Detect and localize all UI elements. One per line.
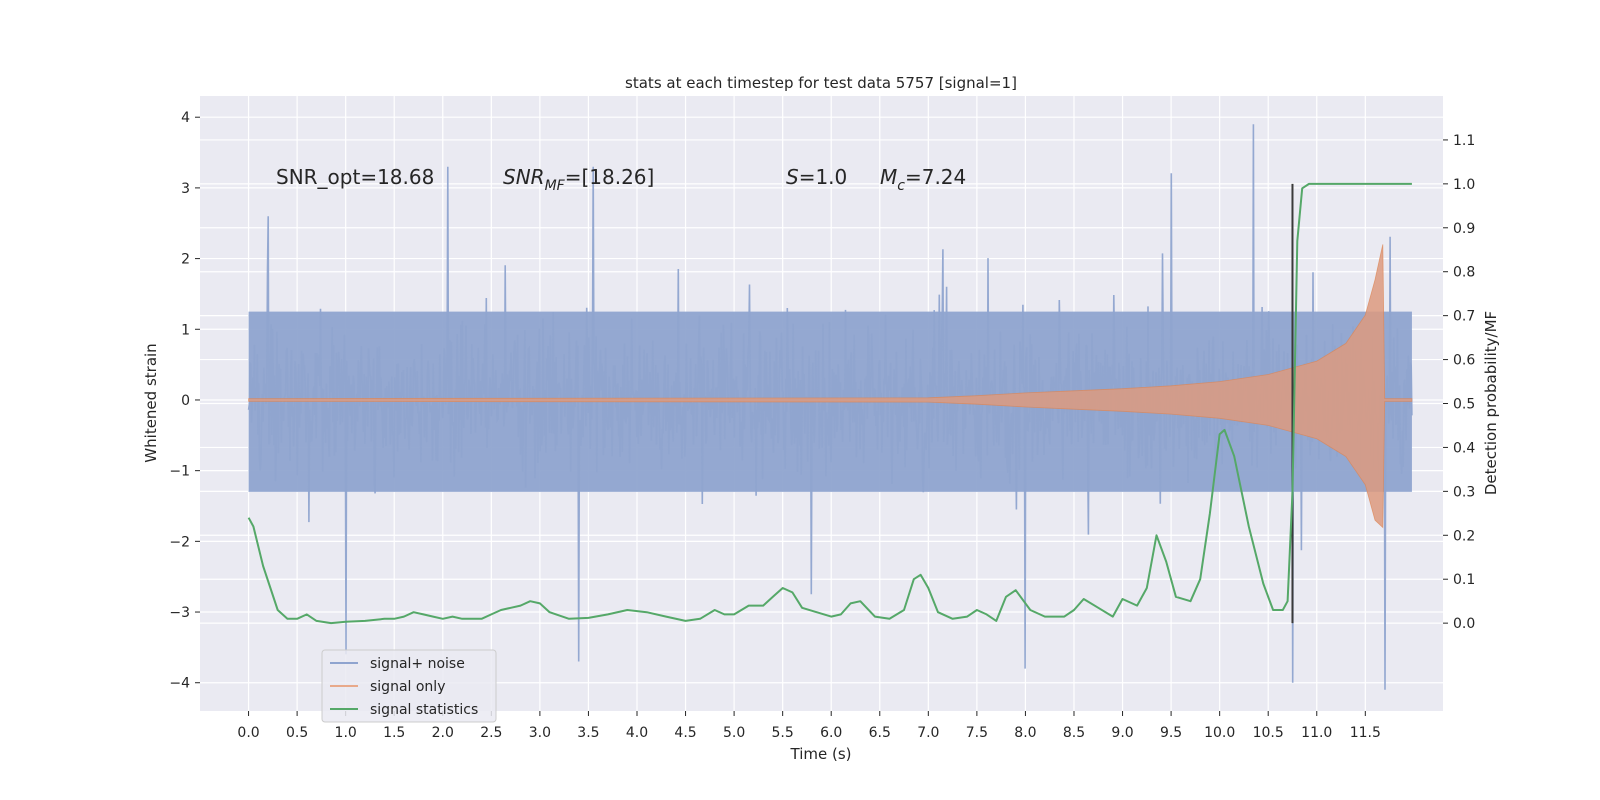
y-right-tick-label-11: 1.1 xyxy=(1453,133,1475,149)
legend-label-signal-noise: signal+ noise xyxy=(370,656,465,672)
y-right-tick-label-8: 0.8 xyxy=(1453,265,1475,281)
annotation-snr-mf-value: =[18.26] xyxy=(565,165,655,189)
y-tick-label-1: −3 xyxy=(169,605,190,621)
y-tick-label-2: −2 xyxy=(169,534,190,550)
series-signal-only xyxy=(248,244,1413,529)
x-tick-label-12: 6.0 xyxy=(820,725,842,741)
x-tick-label-13: 6.5 xyxy=(869,725,891,741)
x-tick-label-7: 3.5 xyxy=(577,725,599,741)
y-right-tick-label-3: 0.3 xyxy=(1453,484,1475,500)
y-right-tick-label-10: 1.0 xyxy=(1453,177,1475,193)
x-tick-label-4: 2.0 xyxy=(432,725,454,741)
series-signal-statistics xyxy=(247,182,1412,625)
chart-title: stats at each timestep for test data 575… xyxy=(625,74,1017,92)
annotation-mc-main: M xyxy=(880,165,897,189)
legend: signal+ noise signal only signal statist… xyxy=(321,649,497,723)
annotation-snr-mf: SNRMF=[18.26] xyxy=(503,165,654,194)
y-right-tick-label-0: 0.0 xyxy=(1453,616,1475,632)
annotation-s-main: S xyxy=(786,165,799,189)
annotation-snr-mf-main: SNR xyxy=(503,165,545,189)
annotation-snr-mf-sub: MF xyxy=(545,178,566,194)
x-tick-label-20: 10.0 xyxy=(1204,725,1235,741)
y-right-tick-label-5: 0.5 xyxy=(1453,397,1475,413)
y-right-tick-label-1: 0.1 xyxy=(1453,572,1475,588)
x-tick-label-9: 4.5 xyxy=(674,725,696,741)
x-tick-label-17: 8.5 xyxy=(1063,725,1085,741)
annotation-mc-value: =7.24 xyxy=(905,165,966,189)
y-tick-label-3: −1 xyxy=(169,464,190,480)
legend-label-signal-only: signal only xyxy=(370,679,445,695)
annotation-s: S=1.0 xyxy=(786,165,847,189)
y-tick-label-7: 3 xyxy=(181,181,190,197)
y-tick-label-5: 1 xyxy=(181,322,190,338)
signal-envelope xyxy=(248,244,1413,529)
y-right-tick-label-2: 0.2 xyxy=(1453,528,1475,544)
y-right-tick-label-7: 0.7 xyxy=(1453,309,1475,325)
x-axis-ticks: 0.0 0.5 1.0 1.5 2.0 2.5 3.0 3.5 4.0 4.5 5.0 5.5 6.0 6… xyxy=(237,711,1381,741)
annotation-snr-opt: SNR_opt=18.68 xyxy=(276,165,434,189)
y-right-axis-ticks: 0.0 0.1 0.2 0.3 0.4 0.5 0.6 0.7 0.8 0.9 1.0 1.1 xyxy=(1443,133,1475,632)
y-tick-label-0: −4 xyxy=(169,676,190,692)
y-right-tick-label-6: 0.6 xyxy=(1453,353,1475,369)
x-tick-label-15: 7.5 xyxy=(966,725,988,741)
y-tick-label-6: 2 xyxy=(181,252,190,268)
annotation-s-value: =1.0 xyxy=(799,165,848,189)
x-tick-label-14: 7.0 xyxy=(917,725,939,741)
y-right-tick-label-4: 0.4 xyxy=(1453,440,1475,456)
y-tick-label-8: 4 xyxy=(181,110,190,126)
x-tick-label-3: 1.5 xyxy=(383,725,405,741)
y-axis-ticks: −4 −3 −2 −1 0 1 2 3 4 xyxy=(169,110,200,692)
y-tick-label-4: 0 xyxy=(181,393,190,409)
x-tick-label-2: 1.0 xyxy=(335,725,357,741)
y-axis-label: Whitened strain xyxy=(142,343,160,462)
x-tick-label-6: 3.0 xyxy=(529,725,551,741)
y-right-axis-label: Detection probability/MF xyxy=(1482,311,1500,495)
x-tick-label-8: 4.0 xyxy=(626,725,648,741)
x-tick-label-22: 11.0 xyxy=(1301,725,1332,741)
annotation-mc-sub: c xyxy=(897,178,905,194)
statistics-line xyxy=(247,182,1412,625)
x-tick-label-5: 2.5 xyxy=(480,725,502,741)
x-axis-label: Time (s) xyxy=(790,745,852,763)
legend-box xyxy=(321,649,497,723)
y-right-tick-label-9: 0.9 xyxy=(1453,221,1475,237)
legend-label-signal-statistics: signal statistics xyxy=(370,702,478,718)
x-tick-label-23: 11.5 xyxy=(1350,725,1381,741)
x-tick-label-0: 0.0 xyxy=(237,725,259,741)
annotation-mc: Mc=7.24 xyxy=(880,165,966,194)
x-tick-label-1: 0.5 xyxy=(286,725,308,741)
x-tick-label-16: 8.0 xyxy=(1014,725,1036,741)
x-tick-label-10: 5.0 xyxy=(723,725,745,741)
x-tick-label-18: 9.0 xyxy=(1111,725,1133,741)
x-tick-label-19: 9.5 xyxy=(1160,725,1182,741)
x-tick-label-11: 5.5 xyxy=(772,725,794,741)
x-tick-label-21: 10.5 xyxy=(1253,725,1284,741)
